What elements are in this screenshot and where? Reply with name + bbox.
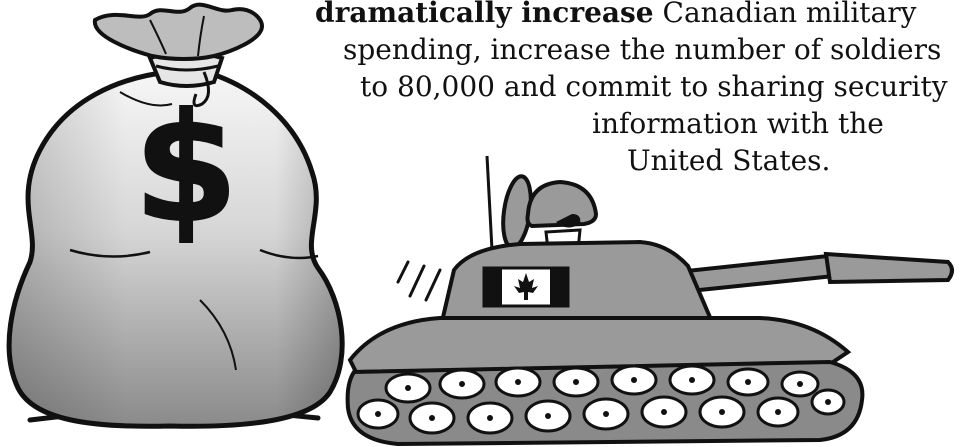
dollar-sign-icon: $	[134, 82, 238, 256]
flag-left-band	[484, 268, 502, 306]
flag-right-band	[550, 268, 568, 306]
motion-line-3	[426, 270, 440, 300]
bag-top-frill	[95, 5, 262, 59]
money-bag-icon: $	[9, 5, 342, 427]
motion-line-2	[410, 266, 424, 296]
tank-barrel-tip	[826, 254, 952, 282]
antenna	[487, 156, 492, 250]
canadian-flag-icon	[484, 268, 568, 306]
motion-line-1	[398, 262, 408, 282]
tank-icon	[348, 156, 952, 444]
soldier-icon	[528, 182, 597, 250]
